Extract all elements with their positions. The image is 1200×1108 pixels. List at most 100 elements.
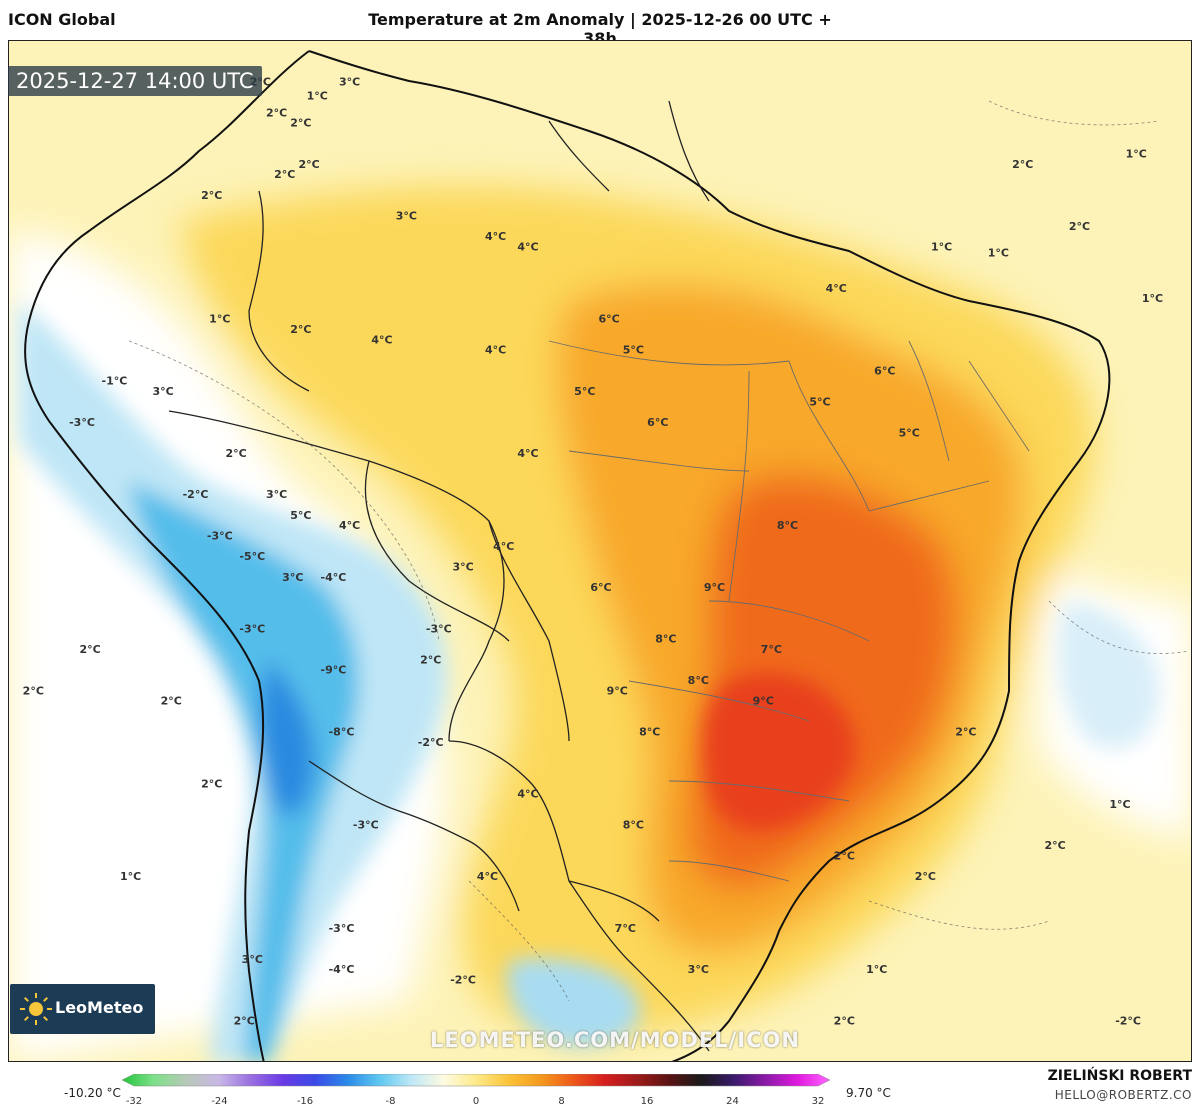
anomaly-label: 1°C xyxy=(1126,148,1147,161)
anomaly-label: 8°C xyxy=(655,633,676,646)
anomaly-label: 9°C xyxy=(753,695,774,708)
contour-lines xyxy=(128,100,1190,1002)
anomaly-label: 3°C xyxy=(688,963,709,976)
cold-field-deep xyxy=(259,661,315,816)
anomaly-label: 1°C xyxy=(931,241,952,254)
anomaly-label: 9°C xyxy=(607,684,628,697)
anomaly-label: 2°C xyxy=(420,653,441,666)
anomaly-label: 2°C xyxy=(290,117,311,130)
cold-field-south xyxy=(507,958,641,1047)
valid-time: 2025-12-27 14:00 UTC xyxy=(8,66,262,96)
anomaly-label: 2°C xyxy=(1012,158,1033,171)
legend-max-label: 9.70 °C xyxy=(846,1086,891,1100)
anomaly-label: 5°C xyxy=(623,344,644,357)
anomaly-label: 2°C xyxy=(23,684,44,697)
anomaly-label: 4°C xyxy=(517,241,538,254)
coastline-west xyxy=(24,50,310,1061)
legend-tick-label: 32 xyxy=(811,1096,825,1107)
anomaly-label: -3°C xyxy=(329,922,355,935)
anomaly-label: 2°C xyxy=(234,1015,255,1028)
anomaly-label: 1°C xyxy=(1109,798,1130,811)
anomaly-label: -2°C xyxy=(450,973,476,986)
logo-text: LeoMeteo xyxy=(55,998,144,1017)
anomaly-label: 2°C xyxy=(834,850,855,863)
legend-tick-label: 0 xyxy=(472,1096,480,1107)
anomaly-map[interactable]: 2°C2°C2°C1°C3°C2°C2°C2°C3°C4°C4°C2°C4°C1… xyxy=(9,41,1192,1062)
anomaly-label: 4°C xyxy=(477,870,498,883)
anomaly-label: 3°C xyxy=(282,571,303,584)
legend-tick-label: -32 xyxy=(125,1096,143,1107)
anomaly-label: 2°C xyxy=(834,1015,855,1028)
anomaly-label: 2°C xyxy=(955,726,976,739)
anomaly-label: -2°C xyxy=(183,488,209,501)
anomaly-label: 4°C xyxy=(493,540,514,553)
anomaly-label: -3°C xyxy=(69,416,95,429)
anomaly-label: 3°C xyxy=(242,953,263,966)
anomaly-label: -9°C xyxy=(321,664,347,677)
anomaly-label: 2°C xyxy=(79,643,100,656)
anomaly-label: 3°C xyxy=(266,488,287,501)
anomaly-label: 7°C xyxy=(761,643,782,656)
anomaly-label: 6°C xyxy=(598,313,619,326)
anomaly-label: 1°C xyxy=(209,313,230,326)
anomaly-label: 1°C xyxy=(866,963,887,976)
anomaly-label: 1°C xyxy=(1142,292,1163,305)
anomaly-label: 6°C xyxy=(874,364,895,377)
country-borders xyxy=(168,100,710,1052)
anomaly-label: 3°C xyxy=(152,385,173,398)
anomaly-label: 2°C xyxy=(225,447,246,460)
anomaly-label: 2°C xyxy=(290,323,311,336)
sun-icon xyxy=(20,993,52,1025)
anomaly-label: -4°C xyxy=(321,571,347,584)
anomaly-label: 2°C xyxy=(1069,220,1090,233)
anomaly-label: 4°C xyxy=(485,230,506,243)
legend-tick-label: 24 xyxy=(726,1096,739,1107)
anomaly-label: 6°C xyxy=(647,416,668,429)
map-frame[interactable]: 2°C2°C2°C1°C3°C2°C2°C2°C3°C4°C4°C2°C4°C1… xyxy=(8,40,1192,1062)
anomaly-label: 1°C xyxy=(988,247,1009,260)
anomaly-label: 2°C xyxy=(1044,839,1065,852)
anomaly-label: 1°C xyxy=(307,90,328,103)
anomaly-label: -5°C xyxy=(239,550,265,563)
anomaly-label: 4°C xyxy=(517,788,538,801)
coastline xyxy=(308,50,1111,1061)
anomaly-label: 6°C xyxy=(590,581,611,594)
legend-tick-label: 8 xyxy=(558,1096,565,1107)
anomaly-label: 2°C xyxy=(915,870,936,883)
anomaly-label: 2°C xyxy=(201,189,222,202)
anomaly-label: 3°C xyxy=(396,210,417,223)
anomaly-label: -4°C xyxy=(329,963,355,976)
anomaly-label: 8°C xyxy=(777,519,798,532)
anomaly-label: 2°C xyxy=(266,106,287,119)
warm-field-hot xyxy=(703,673,856,831)
anomaly-label: 5°C xyxy=(899,426,920,439)
anomaly-label: 8°C xyxy=(639,726,660,739)
legend-min-label: -10.20 °C xyxy=(64,1086,121,1100)
anomaly-label: 2°C xyxy=(201,777,222,790)
anomaly-label: -3°C xyxy=(353,819,379,832)
anomaly-label: 3°C xyxy=(452,561,473,574)
anomaly-label: -3°C xyxy=(207,530,233,543)
legend-tick-label: 16 xyxy=(640,1096,654,1107)
cold-field-blue xyxy=(129,481,359,1061)
anomaly-label: -3°C xyxy=(239,622,265,635)
leometeo-logo[interactable]: LeoMeteo xyxy=(10,984,155,1034)
model-name: ICON Global xyxy=(8,10,116,29)
anomaly-label: 5°C xyxy=(290,509,311,522)
anomaly-labels: 2°C2°C2°C1°C3°C2°C2°C2°C3°C4°C4°C2°C4°C1… xyxy=(23,75,1163,1027)
author-name: ZIELIŃSKI ROBERT xyxy=(1047,1068,1192,1084)
state-borders xyxy=(548,340,1030,882)
anomaly-label: 4°C xyxy=(339,519,360,532)
legend-bar-shape xyxy=(122,1074,831,1087)
anomaly-label: 3°C xyxy=(339,75,360,88)
anomaly-label: 7°C xyxy=(615,922,636,935)
anomaly-label: -2°C xyxy=(418,736,444,749)
anomaly-label: 5°C xyxy=(574,385,595,398)
anomaly-label: 2°C xyxy=(298,158,319,171)
legend-tick-label: -16 xyxy=(296,1096,314,1107)
header: ICON Global Temperature at 2m Anomaly | … xyxy=(0,0,1200,48)
author-email: HELLO@ROBERTZ.CO xyxy=(1054,1088,1192,1102)
legend-colorbar xyxy=(122,1074,831,1087)
anomaly-label: -8°C xyxy=(329,726,355,739)
anomaly-label: 8°C xyxy=(688,674,709,687)
